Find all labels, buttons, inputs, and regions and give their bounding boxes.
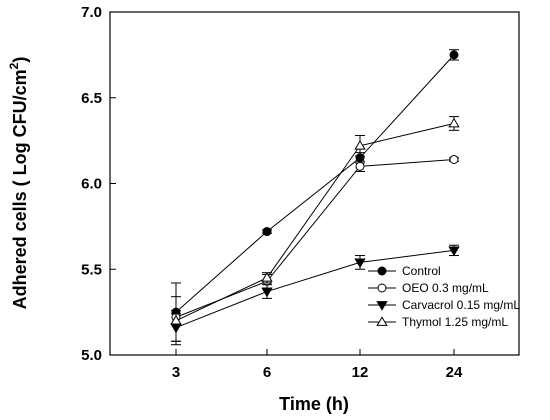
series-line [175, 54, 455, 313]
data-point [170, 314, 182, 325]
y-tick-label: 5.5 [81, 261, 102, 278]
data-point [449, 154, 459, 164]
data-point [262, 227, 272, 237]
legend-item: Carvacrol 0.15 mg/mL [368, 298, 520, 312]
legend-marker [376, 316, 388, 326]
series-line [175, 249, 455, 329]
data-point [261, 287, 273, 298]
legend-item: OEO 0.3 mg/mL [368, 281, 489, 295]
legend-item: Thymol 1.25 mg/mL [368, 315, 508, 329]
legend-marker [377, 283, 387, 293]
data-point [261, 272, 273, 282]
y-tick-label: 6.5 [81, 90, 102, 107]
series-line [175, 122, 455, 322]
data-point [354, 258, 366, 269]
y-tick-label: 5.0 [81, 347, 102, 364]
y-axis-label: Adhered cells ( Log CFU/cm2) [7, 57, 30, 310]
data-point [354, 139, 366, 150]
x-axis-label: Time (h) [279, 394, 349, 414]
x-tick-label: 3 [172, 364, 180, 381]
x-tick-label: 24 [446, 364, 463, 381]
legend-item: Control [368, 264, 441, 278]
legend-marker [376, 301, 388, 311]
legend-marker [377, 266, 387, 276]
data-point [448, 117, 460, 128]
data-point [448, 246, 460, 257]
legend-label: Carvacrol 0.15 mg/mL [402, 298, 520, 312]
legend-label: Thymol 1.25 mg/mL [402, 315, 508, 329]
y-tick-label: 6.0 [81, 176, 102, 193]
data-point [355, 161, 365, 171]
x-tick-label: 12 [352, 364, 369, 381]
axis-ticks: 5.0 5.5 6.0 6.5 7.0 3 6 12 24 [81, 4, 463, 381]
y-tick-label: 7.0 [81, 4, 102, 21]
data-point [449, 50, 459, 60]
series-3 [170, 116, 460, 346]
legend-label: OEO 0.3 mg/mL [402, 281, 489, 295]
legend: Control OEO 0.3 mg/mL Carvacrol 0.15 mg/mL… [368, 264, 520, 329]
x-tick-label: 6 [263, 364, 271, 381]
legend-label: Control [402, 264, 441, 278]
series-layer [170, 49, 460, 346]
